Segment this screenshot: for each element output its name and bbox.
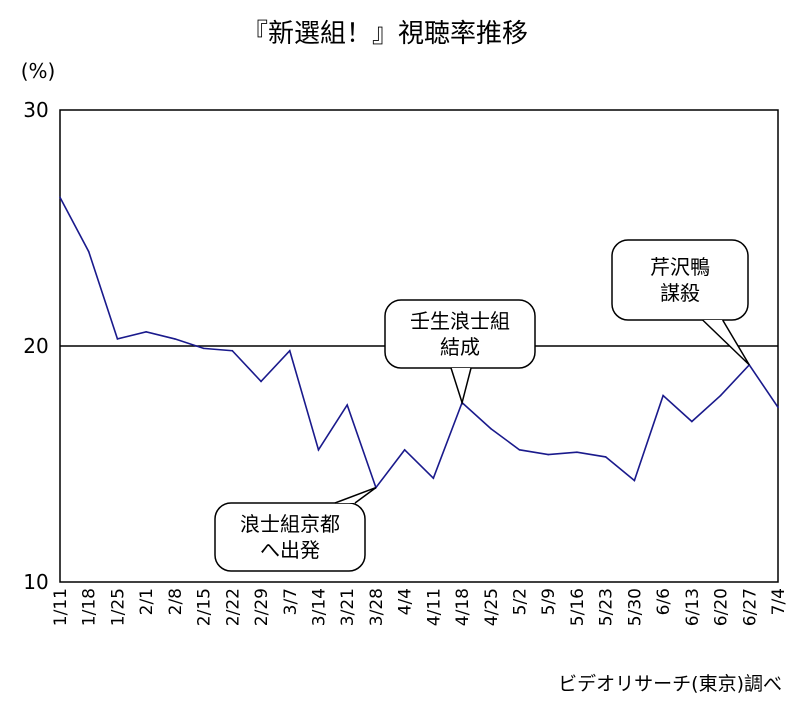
data-point bbox=[432, 477, 435, 479]
callout-text: 浪士組京都 bbox=[240, 512, 340, 536]
data-point bbox=[490, 427, 492, 430]
callout-box bbox=[611, 239, 749, 321]
callout-pointer bbox=[334, 486, 377, 504]
data-point bbox=[547, 453, 550, 456]
chart-title: 『新選組！』視聴率推移 bbox=[242, 19, 528, 49]
x-tick-label: 7/4 bbox=[769, 588, 789, 615]
data-point bbox=[59, 196, 61, 199]
callout-text: へ出発 bbox=[260, 538, 320, 562]
data-point bbox=[317, 449, 320, 451]
x-tick-label: 4/18 bbox=[453, 588, 473, 626]
x-tick-label: 3/21 bbox=[338, 588, 358, 626]
x-tick-label: 5/30 bbox=[625, 588, 645, 626]
x-tick-label: 3/7 bbox=[281, 588, 301, 615]
data-point bbox=[518, 449, 521, 451]
x-tick-label: 2/22 bbox=[223, 588, 243, 626]
callout-text: 結成 bbox=[440, 335, 480, 359]
data-point bbox=[403, 449, 406, 451]
y-tick-label: 10 bbox=[23, 570, 48, 594]
data-point bbox=[288, 349, 291, 352]
x-tick-label: 2/1 bbox=[137, 588, 157, 615]
y-tick-label: 20 bbox=[23, 334, 48, 358]
data-point bbox=[145, 331, 147, 333]
x-tick-label: 1/25 bbox=[108, 588, 128, 626]
data-point bbox=[576, 451, 578, 454]
x-tick-label: 3/28 bbox=[367, 588, 387, 626]
x-tick-label: 4/4 bbox=[396, 588, 416, 615]
data-point bbox=[604, 456, 607, 458]
data-point bbox=[662, 394, 664, 397]
y-axis-unit-label: (%) bbox=[21, 59, 56, 83]
x-tick-label: 2/15 bbox=[195, 588, 215, 626]
y-tick-label: 30 bbox=[23, 98, 48, 122]
x-tick-label: 6/6 bbox=[654, 588, 674, 615]
source-note: ビデオリサーチ(東京)調べ bbox=[558, 673, 782, 695]
x-tick-label: 5/9 bbox=[539, 588, 559, 615]
data-point bbox=[777, 406, 779, 409]
x-tick-label: 5/2 bbox=[511, 588, 531, 615]
callout-pointer bbox=[450, 367, 472, 406]
series-line bbox=[59, 196, 779, 490]
x-tick-label: 2/29 bbox=[252, 588, 272, 626]
data-point bbox=[719, 394, 722, 397]
x-tick-label: 5/23 bbox=[597, 588, 617, 626]
x-tick-label: 2/8 bbox=[166, 588, 186, 615]
x-tick-label: 5/16 bbox=[568, 588, 588, 626]
x-tick-label: 6/27 bbox=[740, 588, 760, 626]
x-tick-label: 4/25 bbox=[482, 588, 502, 626]
data-point bbox=[202, 347, 205, 350]
x-tick-label: 1/18 bbox=[80, 588, 100, 626]
data-point bbox=[174, 338, 176, 340]
x-tick-label: 1/11 bbox=[51, 588, 71, 626]
data-point bbox=[116, 338, 119, 340]
data-point bbox=[87, 250, 90, 253]
callout-box bbox=[214, 502, 366, 572]
data-point bbox=[346, 404, 349, 406]
data-point bbox=[231, 349, 234, 352]
callout-text: 壬生浪士組 bbox=[410, 309, 510, 333]
callout-pointer-fill bbox=[451, 368, 472, 403]
x-tick-label: 4/11 bbox=[424, 588, 444, 626]
x-tick-label: 3/14 bbox=[309, 588, 329, 626]
x-tick-label: 6/20 bbox=[712, 588, 732, 626]
data-point bbox=[691, 420, 693, 423]
data-point bbox=[633, 479, 636, 482]
x-tick-label: 6/13 bbox=[683, 588, 703, 626]
callout-text: 芹沢鴨 bbox=[650, 255, 710, 279]
callout-text: 謀殺 bbox=[660, 281, 700, 305]
callout-pointer bbox=[702, 319, 750, 366]
data-point bbox=[260, 380, 262, 383]
